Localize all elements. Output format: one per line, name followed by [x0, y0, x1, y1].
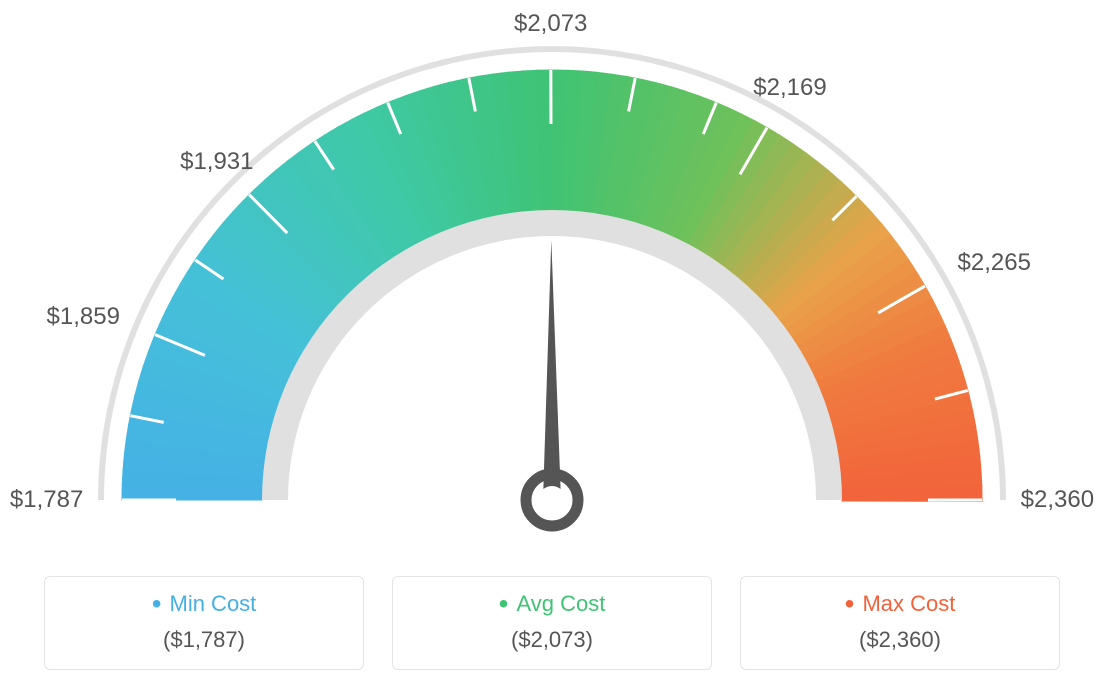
- legend-card-avg: Avg Cost ($2,073): [392, 576, 712, 670]
- gauge-tick-label: $1,859: [47, 303, 120, 331]
- gauge-tick-label: $1,931: [180, 148, 253, 176]
- legend-title-min: Min Cost: [45, 591, 363, 617]
- legend-value-min: ($1,787): [45, 627, 363, 653]
- legend-value-avg: ($2,073): [393, 627, 711, 653]
- gauge-chart: $1,787 $1,859 $1,931 $2,073 $2,169 $2,265 $2,3…: [0, 0, 1104, 550]
- gauge-tick-label: $1,787: [10, 486, 83, 514]
- gauge-tick-label: $2,073: [514, 10, 587, 38]
- legend-card-min: Min Cost ($1,787): [44, 576, 364, 670]
- gauge-tick-label: $2,265: [958, 249, 1031, 277]
- legend-title-max: Max Cost: [741, 591, 1059, 617]
- gauge-tick-label: $2,360: [1021, 486, 1094, 514]
- gauge-tick-label: $2,169: [753, 74, 826, 102]
- legend-value-max: ($2,360): [741, 627, 1059, 653]
- legend-card-max: Max Cost ($2,360): [740, 576, 1060, 670]
- gauge-svg: [0, 0, 1104, 550]
- legend-row: Min Cost ($1,787) Avg Cost ($2,073) Max …: [0, 576, 1104, 670]
- legend-title-avg: Avg Cost: [393, 591, 711, 617]
